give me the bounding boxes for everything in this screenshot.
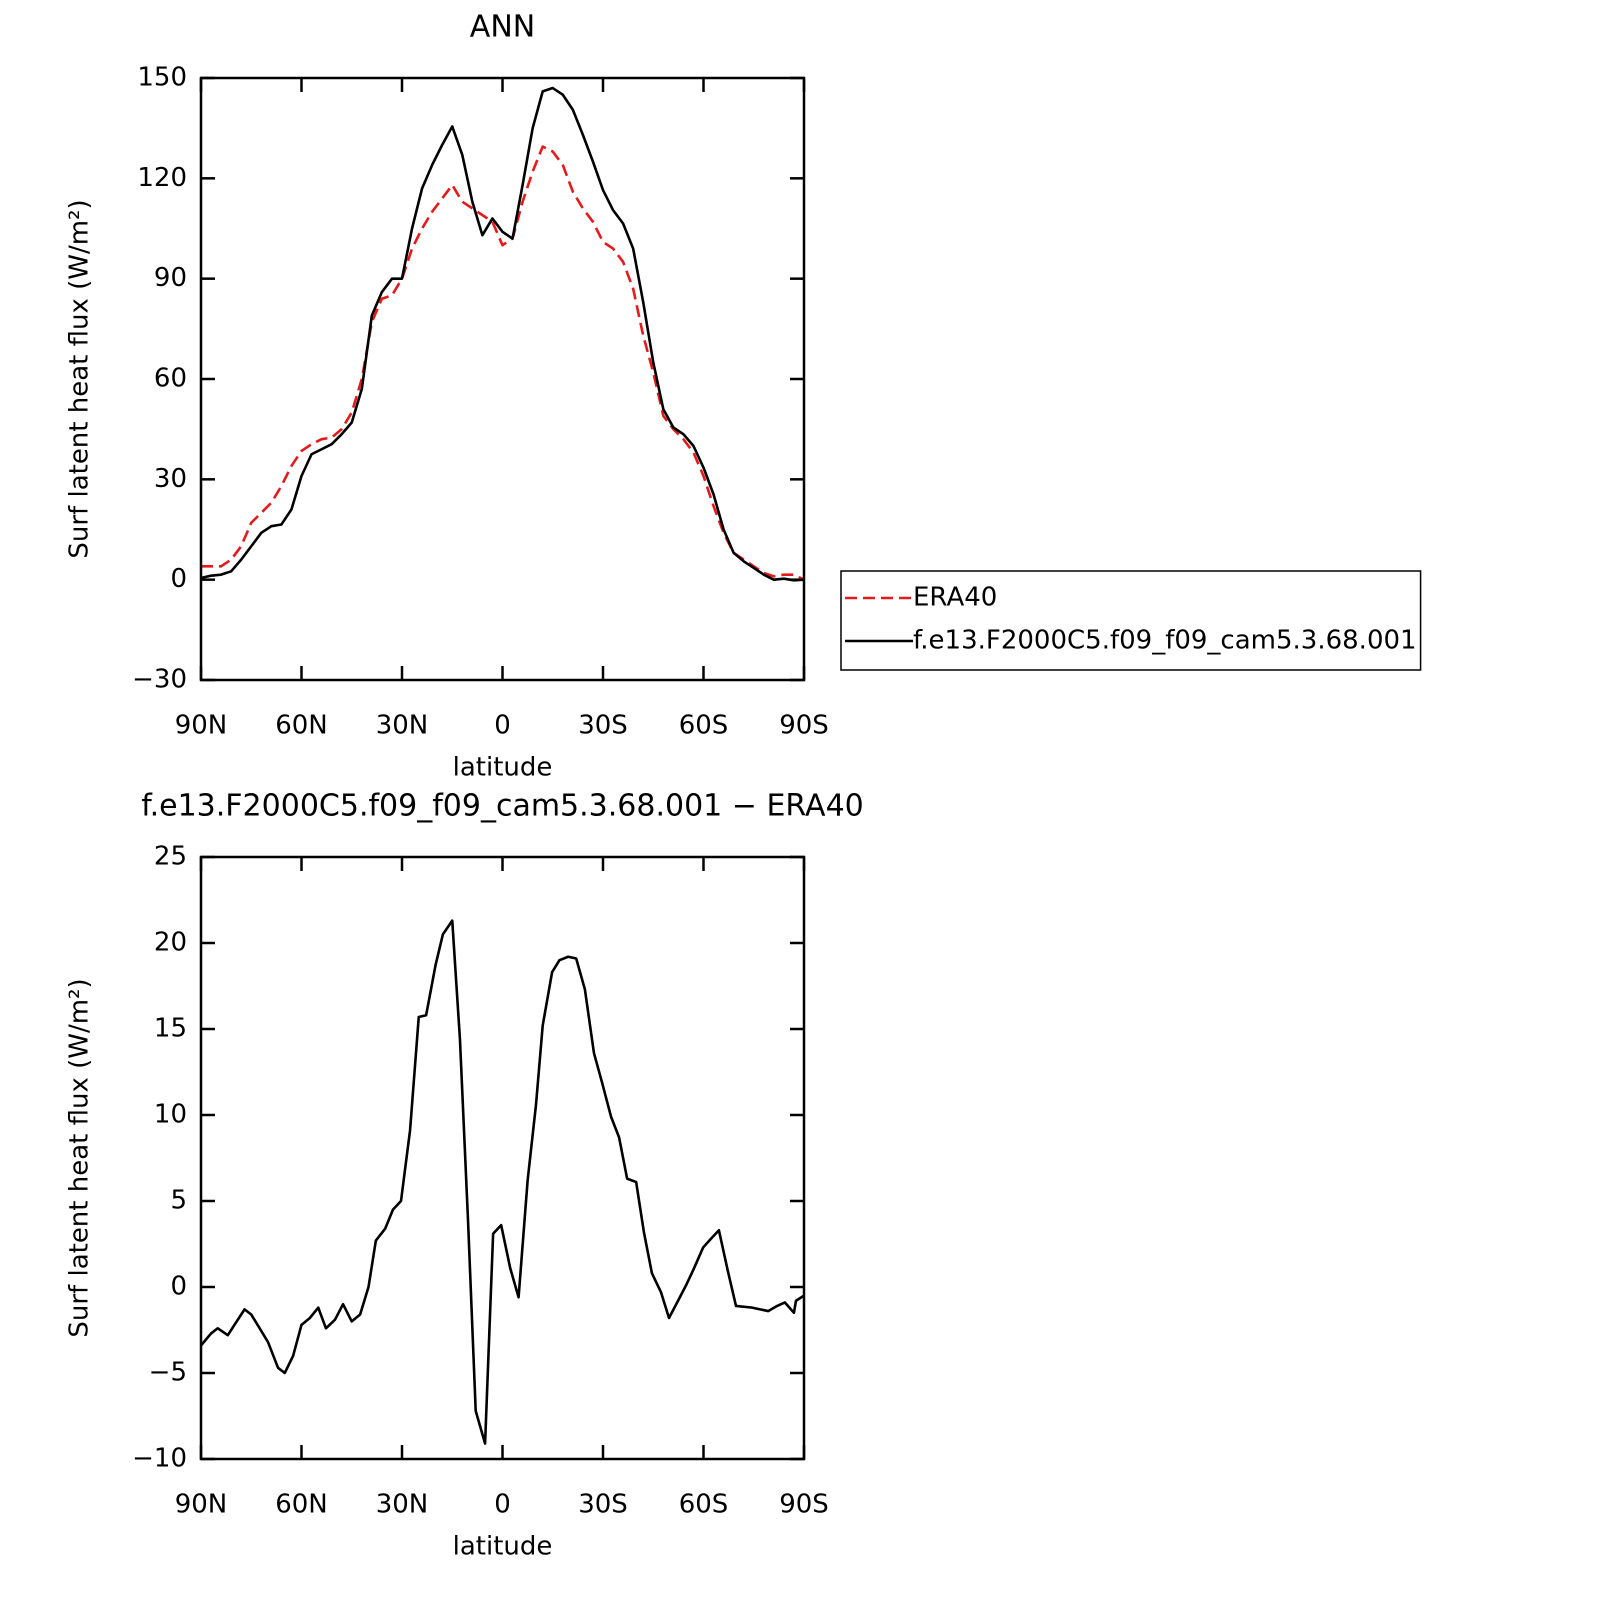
y-tick-label: −30 [132, 665, 187, 695]
x-axis-label: latitude [453, 1532, 553, 1562]
x-tick-label: 90S [779, 711, 829, 741]
plot-frame [199, 855, 806, 1461]
legend-box [840, 570, 1422, 671]
y-tick-label: 0 [170, 564, 187, 594]
y-tick-label: 25 [154, 842, 187, 872]
y-tick-label: 15 [154, 1014, 187, 1044]
y-tick-label: 120 [137, 163, 187, 193]
x-tick-label: 0 [494, 711, 511, 741]
x-tick-label: 30S [578, 711, 628, 741]
x-tick-label: 60N [275, 1490, 328, 1520]
data-line [201, 145, 805, 581]
x-tick-label: 90N [175, 711, 228, 741]
y-tick-label: 20 [154, 928, 187, 958]
x-tick-label: 30N [376, 711, 429, 741]
x-tick-label: 90S [779, 1490, 829, 1520]
x-tick-label: 30N [376, 1490, 429, 1520]
y-tick-label: 10 [154, 1100, 187, 1130]
legend-label: ERA40 [913, 583, 997, 613]
y-tick-label: −5 [149, 1358, 187, 1388]
x-tick-label: 90N [175, 1490, 228, 1520]
y-axis-label: Surf latent heat flux (W/m²) [65, 978, 95, 1337]
y-tick-label: 150 [137, 63, 187, 93]
x-tick-label: 0 [494, 1490, 511, 1520]
x-tick-label: 60N [275, 711, 328, 741]
x-tick-label: 60S [679, 1490, 729, 1520]
x-tick-label: 60S [679, 711, 729, 741]
y-tick-label: 0 [170, 1272, 187, 1302]
y-tick-label: 5 [170, 1186, 187, 1216]
x-axis-label: latitude [453, 753, 553, 783]
chart-title: ANN [470, 10, 535, 45]
legend-label: f.e13.F2000C5.f09_f09_cam5.3.68.001 [913, 626, 1417, 656]
x-tick-label: 30S [578, 1490, 628, 1520]
y-tick-label: 30 [154, 464, 187, 494]
plot-frame [199, 76, 806, 682]
data-line [200, 919, 805, 1445]
y-tick-label: 90 [154, 263, 187, 293]
y-tick-label: 60 [154, 364, 187, 394]
chart-title: f.e13.F2000C5.f09_f09_cam5.3.68.001 − ER… [141, 789, 864, 824]
y-tick-label: −10 [132, 1444, 187, 1474]
y-axis-label: Surf latent heat flux (W/m²) [65, 199, 95, 558]
data-line [200, 86, 805, 582]
